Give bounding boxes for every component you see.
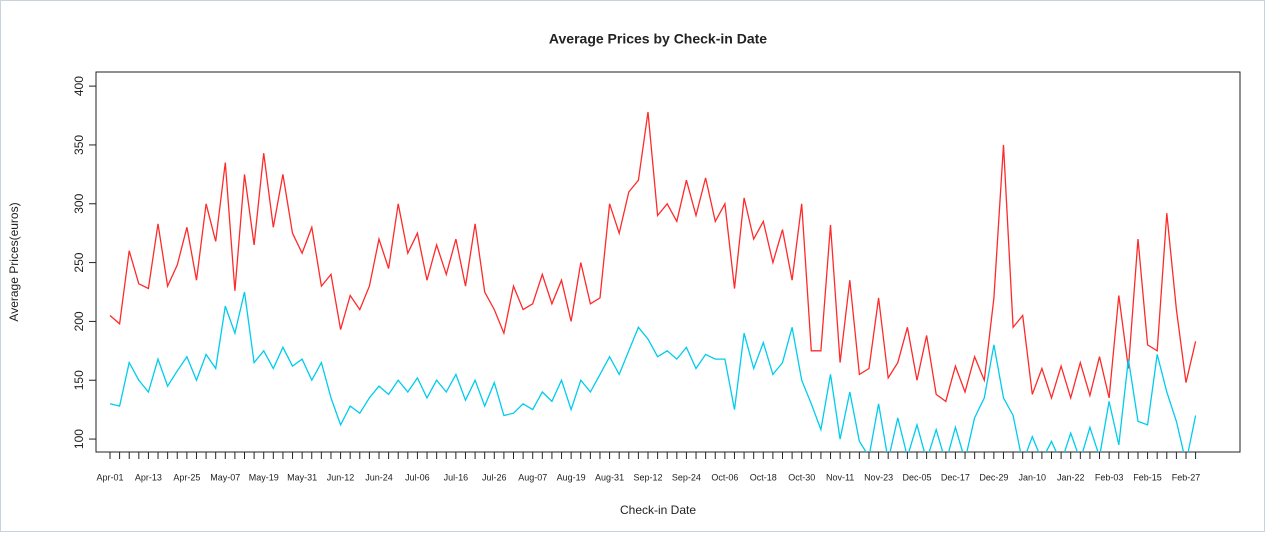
series-line [109, 111, 1197, 403]
x-tick-label: Jul-26 [482, 472, 507, 482]
x-tick-label: Oct-06 [711, 472, 738, 482]
x-tick-label: Sep-12 [633, 472, 662, 482]
y-tick-label: 150 [72, 370, 86, 390]
y-tick-label: 250 [72, 252, 86, 272]
x-tick-label: Jun-24 [365, 472, 393, 482]
x-tick-label: Dec-05 [902, 472, 931, 482]
x-tick-label: May-19 [249, 472, 279, 482]
x-tick-label: Apr-25 [173, 472, 200, 482]
x-tick-label: Aug-19 [557, 472, 586, 482]
x-tick-label: Oct-18 [750, 472, 777, 482]
x-axis-title: Check-in Date [620, 503, 696, 517]
x-tick-label: Apr-13 [135, 472, 162, 482]
series-line [109, 291, 1197, 452]
y-axis-title: Average Prices(euros) [7, 202, 21, 321]
x-tick-label: Jul-16 [444, 472, 469, 482]
x-tick-label: Nov-11 [826, 472, 854, 482]
y-tick-label: 400 [72, 76, 86, 96]
x-tick-label: May-07 [210, 472, 240, 482]
x-tick-label: Aug-31 [595, 472, 624, 482]
x-tick-label: Apr-01 [96, 472, 123, 482]
x-tick-label: Sep-24 [672, 472, 701, 482]
y-tick-label: 100 [72, 429, 86, 449]
x-tick-label: Jan-22 [1057, 472, 1085, 482]
chart-title: Average Prices by Check-in Date [549, 31, 767, 47]
x-tick-label: Feb-15 [1133, 472, 1162, 482]
x-tick-label: Oct-30 [788, 472, 815, 482]
x-tick-label: May-31 [287, 472, 317, 482]
x-tick-label: Feb-03 [1095, 472, 1124, 482]
x-tick-label: Jul-06 [405, 472, 430, 482]
y-tick-label: 350 [72, 135, 86, 155]
x-tick-label: Feb-27 [1172, 472, 1201, 482]
x-tick-label: Jan-10 [1019, 472, 1047, 482]
x-tick-label: Dec-17 [941, 472, 970, 482]
plot-box [95, 71, 1241, 453]
x-tick-label: Jun-12 [327, 472, 355, 482]
y-tick-label: 200 [72, 311, 86, 331]
y-tick-label: 300 [72, 193, 86, 213]
plot-area [109, 111, 1197, 452]
x-tick-label: Dec-29 [979, 472, 1008, 482]
x-tick-label: Aug-07 [518, 472, 547, 482]
x-tick-label: Nov-23 [864, 472, 893, 482]
